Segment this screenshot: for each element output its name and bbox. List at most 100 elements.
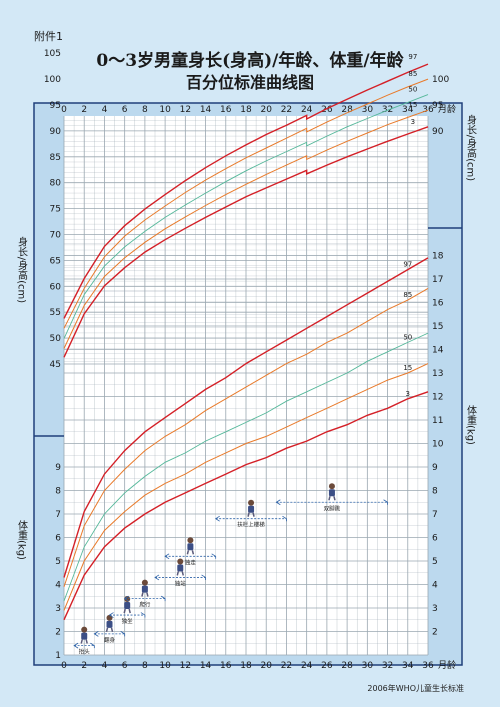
height-series-label-50: 50 (408, 86, 417, 94)
x-tick-label-top: 4 (102, 105, 108, 115)
x-tick-label-bottom: 36 (422, 661, 434, 671)
figure-leg (110, 627, 114, 633)
source-note: 2006年WHO儿童生长标准 (367, 684, 464, 693)
weight-series-label-3: 3 (406, 390, 410, 398)
y-tick-label-weight-right: 18 (432, 252, 444, 262)
x-tick-label-bottom: 20 (260, 661, 272, 671)
y-tick-label-weight-left: 1 (55, 651, 61, 661)
figure-head (187, 537, 194, 544)
figure-body (106, 620, 113, 628)
figure-body (177, 564, 184, 572)
milestone-label: 独走 (185, 558, 197, 566)
height-series-label-3: 3 (411, 118, 415, 126)
weight-series-label-50: 50 (403, 333, 412, 341)
figure-leg (328, 496, 331, 501)
x-tick-label-top: 24 (301, 105, 313, 115)
y-tick-label-height-left: 60 (50, 282, 62, 292)
y-tick-label-height-left: 65 (50, 256, 61, 266)
milestone-arrow-right (211, 553, 217, 559)
milestone-arrow-left (108, 612, 114, 618)
milestone-arrow-right (383, 499, 388, 505)
y-tick-label-weight-right: 6 (432, 534, 438, 544)
x-tick-label-top: 22 (281, 105, 292, 115)
milestone-arrow-left (93, 631, 99, 637)
y-tick-label-weight-right: 17 (432, 275, 443, 285)
milestone-arrow-left (123, 595, 129, 602)
x-tick-label-bottom: 10 (159, 661, 171, 671)
y-tick-label-height-left: 95 (50, 101, 61, 111)
x-tick-label-top: 14 (200, 105, 212, 115)
milestone-arrow-left (73, 642, 79, 649)
x-tick-label-top: 0 (61, 105, 67, 115)
y-tick-label-weight-right: 2 (432, 628, 438, 638)
y-tick-label-weight-right: 15 (432, 322, 443, 332)
x-tick-label-bottom: 2 (81, 661, 87, 671)
y-tick-label-weight-left: 5 (55, 557, 61, 567)
x-tick-label-top: 10 (159, 105, 171, 115)
x-tick-label-bottom: 34 (402, 661, 414, 671)
height-series-15 (63, 109, 429, 349)
x-tick-label-top: 6 (122, 105, 128, 115)
milestone-arrow-left (164, 553, 170, 560)
y-tick-label-weight-left: 6 (55, 534, 61, 544)
y-tick-label-weight-right: 3 (432, 604, 438, 614)
milestone-arrow-left (154, 574, 160, 581)
y-axis-title-weight-right: 体重(kg) (465, 405, 477, 445)
x-tick-label-bottom: 32 (382, 661, 393, 671)
x-tick-label-top: 26 (321, 105, 333, 115)
x-tick-label-bottom: 12 (180, 661, 191, 671)
figure-leg (181, 571, 185, 576)
y-tick-label-weight-left: 4 (55, 581, 61, 591)
milestone-label: 扶栏上楼梯 (237, 521, 265, 529)
y-tick-label-height-left: 85 (50, 153, 61, 163)
weight-series-85 (63, 287, 429, 588)
weight-series-label-15: 15 (403, 364, 412, 372)
figure-leg (128, 608, 131, 614)
y-tick-label-weight-left: 8 (55, 487, 61, 497)
figure-body (81, 632, 88, 640)
weight-series-label-97: 97 (403, 261, 412, 269)
x-tick-label-bottom: 22 (281, 661, 292, 671)
x-tick-label-bottom: 24 (301, 661, 313, 671)
x-tick-label-bottom: 26 (321, 661, 333, 671)
attachment-label: 附件1 (34, 30, 63, 43)
y-tick-label-height-left: 75 (50, 205, 61, 215)
figure-head (81, 626, 88, 633)
baby-sitting-icon (123, 596, 131, 614)
figure-body (141, 585, 148, 593)
y-tick-label-height-left: 105 (44, 49, 61, 59)
x-tick-label-top: 34 (402, 105, 414, 115)
y-tick-label-height-left: 45 (50, 360, 61, 370)
x-tick-label-top: 30 (362, 105, 374, 115)
height-series-3 (63, 126, 429, 358)
y-tick-label-weight-right: 13 (432, 369, 443, 379)
y-tick-label-weight-right: 5 (432, 557, 438, 567)
x-tick-label-bottom: 28 (341, 661, 353, 671)
milestone-arrow-right (160, 595, 166, 602)
height-series-85 (63, 78, 429, 329)
x-tick-label-top: 36 (422, 105, 434, 115)
x-tick-label-bottom: 8 (142, 661, 148, 671)
x-tick-label-bottom: 16 (220, 661, 232, 671)
x-tick-label-top: 18 (240, 105, 252, 115)
y-axis-title-weight-left: 体重(kg) (16, 520, 28, 560)
x-tick-label-top: 20 (260, 105, 272, 115)
x-tick-label-bottom: 0 (61, 661, 67, 671)
baby-standing-icon (176, 558, 185, 576)
y-tick-label-weight-right: 12 (432, 393, 443, 403)
y-tick-label-weight-right: 4 (432, 581, 438, 591)
chart-title-line2: 百分位标准曲线图 (185, 73, 314, 92)
y-tick-label-weight-right: 9 (432, 463, 438, 473)
x-tick-label-bottom: 6 (122, 661, 128, 671)
figure-body (187, 543, 194, 551)
y-tick-label-weight-right: 14 (432, 346, 444, 356)
figure-head (248, 499, 255, 506)
y-tick-label-height-left: 50 (50, 334, 62, 344)
milestone-arrow-right (201, 574, 206, 580)
chart-title-line1: 0～3岁男童身长(身高)/年龄、体重/年龄 (96, 51, 404, 71)
height-series-label-97: 97 (408, 53, 417, 61)
y-tick-label-height-right: 100 (432, 75, 449, 85)
y-tick-label-weight-right: 16 (432, 299, 444, 309)
figure-body (328, 489, 335, 497)
